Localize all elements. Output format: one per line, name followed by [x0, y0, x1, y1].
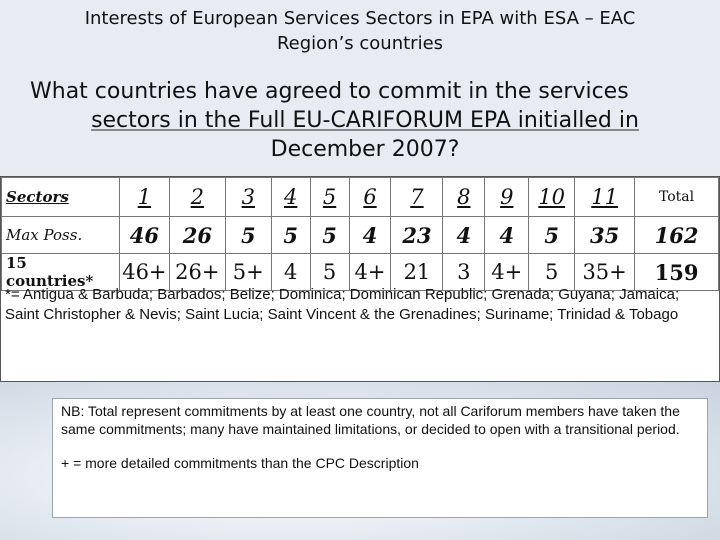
countries-commitment-cell: 5: [528, 253, 576, 291]
sector-commitments-table: Sectors 1 2 3 4 5 6 7 8 9 10 11 Total Ma…: [1, 177, 719, 291]
max-possible-cell: 5: [528, 216, 576, 254]
slide-title: Interests of European Services Sectors i…: [0, 6, 720, 56]
commitments-panel: Sectors 1 2 3 4 5 6 7 8 9 10 11 Total Ma…: [0, 176, 720, 382]
countries-total-cell: 159: [634, 253, 719, 291]
max-possible-cell: 4: [348, 216, 392, 254]
table-row-max-possible: Max Poss. 46 26 5 5 5 4 23 4 4 5 35 162: [1, 216, 719, 254]
table-row-sectors: Sectors 1 2 3 4 5 6 7 8 9 10 11 Total: [1, 177, 719, 217]
sector-number-cell: 11: [574, 177, 636, 217]
countries-commitment-cell: 4: [270, 253, 311, 291]
slide-title-line-1: Interests of European Services Sectors i…: [84, 8, 636, 29]
sector-number-cell: 3: [224, 177, 272, 217]
countries-footnote: *= Antigua & Barbuda; Barbados; Belize; …: [5, 286, 680, 323]
max-possible-cell: 5: [224, 216, 272, 254]
max-possible-cell: 23: [390, 216, 444, 254]
nb-note-text: NB: Total represent commitments by at le…: [61, 403, 680, 437]
plus-legend-text: + = more detailed commitments than the C…: [61, 455, 419, 471]
max-possible-cell: 35: [574, 216, 636, 254]
countries-commitment-cell: 5+: [224, 253, 272, 291]
question-line-2: sectors in the Full EU-CARIFORUM EPA ini…: [91, 108, 639, 133]
countries-commitment-cell: 26+: [168, 253, 226, 291]
max-possible-cell: 4: [442, 216, 486, 254]
countries-commitment-cell: 21: [390, 253, 444, 291]
sector-number-cell: 4: [270, 177, 311, 217]
sector-number-cell: 1: [118, 177, 170, 217]
max-possible-cell: 26: [168, 216, 226, 254]
sector-number-cell: 2: [168, 177, 226, 217]
slide-title-line-2: Region’s countries: [276, 33, 444, 54]
row-label-max-possible: Max Poss.: [1, 216, 120, 254]
row-label-countries: 15 countries*: [1, 253, 120, 291]
table-row-15-countries: 15 countries* 46+ 26+ 5+ 4 5 4+ 21 3 4+ …: [1, 253, 719, 291]
total-header-cell: Total: [634, 177, 719, 217]
sector-number-cell: 5: [309, 177, 350, 217]
max-possible-cell: 4: [484, 216, 530, 254]
question-heading: What countries have agreed to commit in …: [30, 77, 700, 164]
sector-number-cell: 7: [390, 177, 444, 217]
countries-commitment-cell: 4+: [484, 253, 530, 291]
sector-number-cell: 9: [484, 177, 530, 217]
countries-commitment-cell: 46+: [118, 253, 170, 291]
question-line-1: What countries have agreed to commit in …: [30, 79, 629, 104]
row-label-sectors: Sectors: [1, 177, 120, 217]
sector-number-cell: 10: [528, 177, 576, 217]
nb-note-box: NB: Total represent commitments by at le…: [52, 398, 708, 518]
row-label-countries-line-2: countries*: [6, 272, 94, 290]
max-possible-cell: 46: [118, 216, 170, 254]
sector-number-cell: 6: [348, 177, 392, 217]
max-possible-total-cell: 162: [634, 216, 719, 254]
countries-commitment-cell: 4+: [348, 253, 392, 291]
sector-number-cell: 8: [442, 177, 486, 217]
row-label-countries-line-1: 15: [6, 254, 27, 272]
max-possible-cell: 5: [309, 216, 350, 254]
max-possible-cell: 5: [270, 216, 311, 254]
question-line-3: December 2007?: [270, 137, 460, 162]
countries-commitment-cell: 35+: [574, 253, 636, 291]
